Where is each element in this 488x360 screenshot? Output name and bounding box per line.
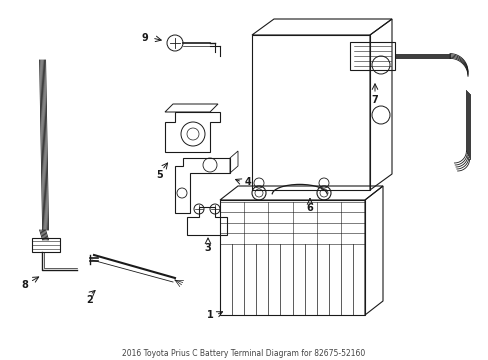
Text: 2016 Toyota Prius C Battery Terminal Diagram for 82675-52160: 2016 Toyota Prius C Battery Terminal Dia… [122, 350, 365, 359]
Bar [32, 238, 60, 252]
Text: 3: 3 [204, 243, 211, 253]
Text: 7: 7 [371, 95, 378, 105]
Text: 9: 9 [142, 33, 148, 43]
Text: 1: 1 [206, 310, 213, 320]
Text: 5: 5 [156, 170, 163, 180]
Text: 8: 8 [21, 280, 28, 290]
Text: 4: 4 [244, 177, 251, 187]
Text: 6: 6 [306, 203, 313, 213]
Bar [349, 42, 394, 70]
Text: 2: 2 [86, 295, 93, 305]
